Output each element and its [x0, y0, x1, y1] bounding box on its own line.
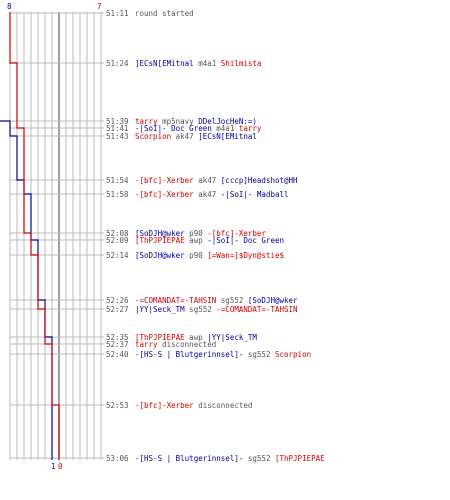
event-time: 51:11: [106, 9, 129, 18]
event-time: 52:40: [106, 350, 129, 359]
event-time: 51:39: [106, 117, 129, 126]
blue-player-name: |YY|Seck_TM: [207, 333, 257, 342]
event-message: [ThPJPIEPAE awp -|SoI|- Doc Green: [135, 236, 284, 245]
red-player-name: tarry: [135, 117, 158, 126]
event-time: 52:37: [106, 340, 129, 349]
event-action: m4a1: [211, 124, 239, 133]
red-player-name: [ThPJPIEPAE: [274, 454, 325, 463]
event-message: round started: [135, 9, 194, 18]
red-player-name: Scorpion: [274, 350, 312, 359]
event-time: 52:14: [106, 251, 129, 260]
blue-end-count: 1: [51, 462, 56, 471]
event-time: 51:58: [106, 190, 129, 199]
event-message: -[bfc]-Xerber ak47 [cccp]Headshot@HH: [135, 176, 298, 185]
blue-player-name: [cccp]Headshot@HH: [220, 176, 298, 185]
event-time: 52:27: [106, 305, 129, 314]
event-message: -[bfc]-Xerber disconnected: [135, 401, 252, 410]
event-action: sg552: [243, 350, 275, 359]
event-message: Scorpion ak47 ]ECsN[EMitnal: [135, 132, 257, 141]
event-time: 52:35: [106, 333, 129, 342]
blue-player-name: ]ECsN[EMitnal: [135, 59, 194, 68]
event-action: p90: [184, 251, 208, 260]
event-time: 51:43: [106, 132, 129, 141]
event-message: tarry disconnected: [135, 340, 216, 349]
event-time: 51:24: [106, 59, 129, 68]
blue-player-name: -|SoI|- Doc Green: [135, 124, 212, 133]
blue-player-name: -[HS-S | Blutgerinnsel]-: [135, 350, 244, 359]
red-start-count: 7: [97, 2, 102, 11]
event-message: [ThPJPIEPAE awp |YY|Seck_TM: [135, 333, 257, 342]
red-player-name: Shilmista: [220, 59, 262, 68]
event-action: disconnected: [193, 401, 253, 410]
blue-player-name: -|SoI|- Madball: [220, 190, 289, 199]
event-time: 51:41: [106, 124, 129, 133]
event-action: awp: [184, 236, 208, 245]
red-player-name: -[bfc]-Xerber: [135, 190, 194, 199]
event-action: ak47: [171, 132, 199, 141]
event-message: [SoDJH@wker p90 -[bfc]-Xerber: [135, 229, 266, 238]
blue-player-name: [SoDJH@wker: [135, 251, 185, 260]
event-action: round started: [135, 9, 194, 18]
event-action: ak47: [193, 190, 221, 199]
red-player-name: [ThPJPIEPAE: [135, 333, 185, 342]
red-player-name: -=COMANDAT=-TAHSIN: [216, 305, 298, 314]
red-player-name: -[bfc]-Xerber: [207, 229, 266, 238]
blue-team-line: [0, 120, 53, 460]
event-action: m4a1: [193, 59, 221, 68]
event-message: -[HS-S | Blutgerinnsel]- sg552 Scorpion: [135, 350, 311, 359]
event-action: sg552: [184, 305, 217, 314]
event-message: |YY|Seck_TM sg552 -=COMANDAT=-TAHSIN: [135, 305, 298, 314]
event-action: sg552: [216, 296, 248, 305]
event-message: -[bfc]-Xerber ak47 -|SoI|- Madball: [135, 190, 289, 199]
event-message: [SoDJH@wker p90 [=Wan=]$Dyn@stie$: [135, 251, 284, 260]
red-player-name: -[bfc]-Xerber: [135, 176, 194, 185]
event-action: disconnected: [157, 340, 217, 349]
blue-player-name: -[HS-S | Blutgerinnsel]-: [135, 454, 244, 463]
blue-player-name: ]ECsN[EMitnal: [198, 132, 257, 141]
event-message: tarry mp5navy DDelJocHeN:=): [135, 117, 257, 126]
event-time: 52:53: [106, 401, 129, 410]
event-message: -[HS-S | Blutgerinnsel]- sg552 [ThPJPIEP…: [135, 454, 325, 463]
blue-player-name: [SoDJH@wker: [135, 229, 185, 238]
event-time: 52:26: [106, 296, 129, 305]
event-action: sg552: [243, 454, 275, 463]
blue-player-name: DDelJocHeN:=): [198, 117, 257, 126]
event-message: ]ECsN[EMitnal m4a1 Shilmista: [135, 59, 261, 68]
blue-player-name: |YY|Seck_TM: [135, 305, 185, 314]
event-time: 53:06: [106, 454, 129, 463]
red-end-count: 0: [58, 462, 63, 471]
red-player-name: -[bfc]-Xerber: [135, 401, 194, 410]
event-time: 52:08: [106, 229, 129, 238]
event-action: p90: [184, 229, 208, 238]
red-player-name: Scorpion: [135, 132, 172, 141]
blue-player-name: [SoDJH@wker: [247, 296, 298, 305]
blue-start-count: 8: [7, 2, 12, 11]
event-action: ak47: [193, 176, 221, 185]
event-action: mp5navy: [157, 117, 199, 126]
event-message: -=COMANDAT=-TAHSIN sg552 [SoDJH@wker: [135, 296, 298, 305]
red-team-line: [9, 12, 60, 460]
red-player-name: [=Wan=]$Dyn@stie$: [207, 251, 285, 260]
event-message: -|SoI|- Doc Green m4a1 tarry: [135, 124, 261, 133]
red-player-name: [ThPJPIEPAE: [135, 236, 185, 245]
red-player-name: tarry: [238, 124, 262, 133]
event-action: awp: [184, 333, 208, 342]
blue-player-name: -|SoI|- Doc Green: [207, 236, 285, 245]
event-time: 52:09: [106, 236, 129, 245]
player-count-graph: [0, 12, 104, 460]
red-player-name: -=COMANDAT=-TAHSIN: [135, 296, 217, 305]
event-time: 51:54: [106, 176, 129, 185]
red-player-name: tarry: [135, 340, 158, 349]
